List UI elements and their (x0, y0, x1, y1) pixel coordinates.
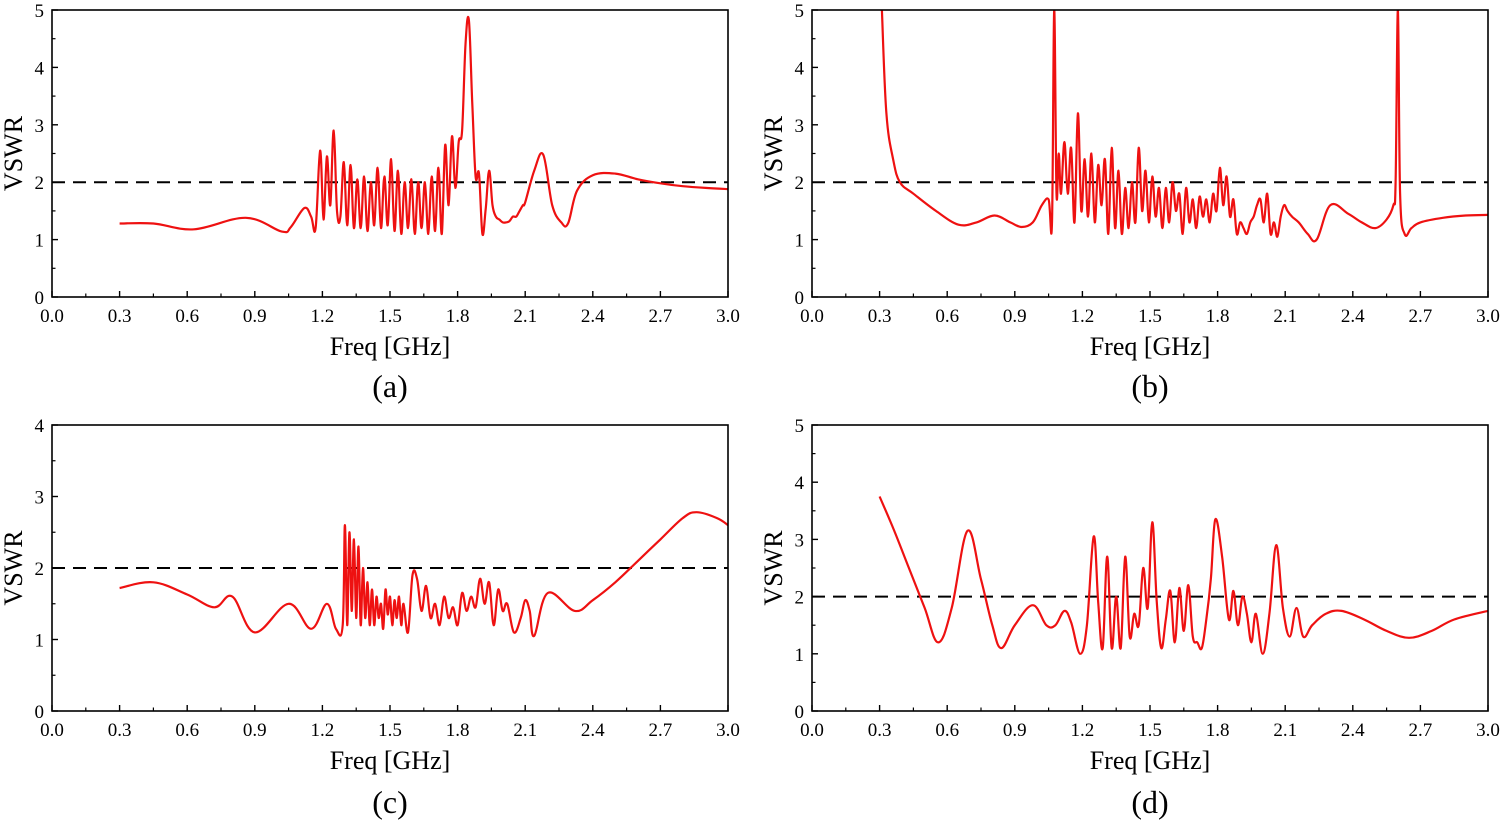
x-tick-label: 3.0 (1476, 720, 1500, 741)
x-tick-label: 0.0 (40, 306, 64, 327)
y-axis-title: VSWR (759, 115, 788, 191)
x-tick-label: 0.0 (800, 720, 824, 741)
x-axis-title: Freq [GHz] (1090, 746, 1211, 775)
x-tick-label: 0.6 (175, 720, 199, 741)
x-tick-label: 1.8 (1206, 720, 1230, 741)
panel-caption: (a) (372, 368, 408, 404)
x-tick-label: 1.5 (1138, 306, 1162, 327)
x-tick-label: 0.9 (243, 720, 267, 741)
y-tick-label: 5 (795, 1, 805, 22)
y-tick-label: 2 (35, 559, 45, 580)
panel-caption: (b) (1131, 368, 1168, 404)
y-tick-label: 4 (35, 58, 45, 79)
y-tick-label: 1 (795, 231, 805, 252)
y-tick-label: 3 (795, 116, 805, 137)
y-tick-label: 3 (35, 488, 45, 509)
x-tick-label: 1.2 (1071, 720, 1095, 741)
x-tick-label: 3.0 (1476, 306, 1500, 327)
vswr-series-line (119, 511, 728, 638)
vswr-series-line (878, 496, 1488, 655)
x-tick-label: 3.0 (716, 720, 740, 741)
x-tick-label: 2.1 (513, 720, 537, 741)
vswr-series-line (880, 10, 1488, 243)
x-tick-label: 0.6 (175, 306, 199, 327)
x-tick-label: 2.4 (581, 720, 605, 741)
panel-a: 0.0 0.3 0.6 0.9 1.2 1.5 1.8 2.1 2.4 2.7 3.0 0 1 2 3 4 5 F… (0, 1, 740, 404)
plot-frame (51, 9, 729, 298)
x-tick-label: 0.3 (108, 720, 132, 741)
y-tick-label: 5 (35, 1, 45, 22)
y-tick-label: 2 (35, 173, 45, 194)
x-tick-label: 2.4 (1341, 306, 1365, 327)
x-tick-label: 1.5 (378, 720, 402, 741)
y-tick-label: 0 (35, 702, 45, 723)
x-axis-title: Freq [GHz] (1090, 332, 1211, 361)
x-tick-label: 1.2 (1071, 306, 1095, 327)
x-tick-label: 2.7 (649, 306, 673, 327)
x-tick-label: 0.3 (868, 720, 892, 741)
y-tick-label: 2 (795, 173, 805, 194)
y-tick-label: 1 (795, 645, 805, 666)
x-tick-label: 0.6 (935, 306, 959, 327)
x-tick-label: 2.7 (649, 720, 673, 741)
y-tick-label: 3 (35, 116, 45, 137)
x-axis-title: Freq [GHz] (330, 746, 451, 775)
x-tick-label: 2.4 (581, 306, 605, 327)
x-tick-label: 0.3 (868, 306, 892, 327)
x-axis-title: Freq [GHz] (330, 332, 451, 361)
x-tick-label: 0.0 (800, 306, 824, 327)
y-tick-label: 4 (795, 473, 805, 494)
panel-b: 0.0 0.3 0.6 0.9 1.2 1.5 1.8 2.1 2.4 2.7 3.0 0 1 2 3 4 5 F… (759, 1, 1500, 404)
y-tick-label: 1 (35, 631, 45, 652)
x-tick-label: 2.1 (1273, 720, 1297, 741)
y-tick-label: 0 (35, 288, 45, 309)
x-tick-label: 0.9 (243, 306, 267, 327)
y-tick-label: 4 (795, 58, 805, 79)
x-tick-label: 0.6 (935, 720, 959, 741)
panel-caption: (d) (1131, 784, 1168, 820)
x-tick-label: 0.9 (1003, 720, 1027, 741)
y-tick-label: 1 (35, 231, 45, 252)
x-tick-label: 2.7 (1409, 306, 1433, 327)
y-axis-title: VSWR (0, 530, 28, 606)
x-tick-label: 1.2 (311, 720, 335, 741)
x-tick-label: 1.8 (446, 720, 470, 741)
x-tick-label: 1.5 (1138, 720, 1162, 741)
x-tick-label: 2.1 (513, 306, 537, 327)
y-tick-label: 3 (795, 530, 805, 551)
y-axis-title: VSWR (759, 530, 788, 606)
x-tick-label: 1.8 (1206, 306, 1230, 327)
x-tick-label: 2.1 (1273, 306, 1297, 327)
panel-d: 0.0 0.3 0.6 0.9 1.2 1.5 1.8 2.1 2.4 2.7 3.0 0 1 2 3 4 5 F… (759, 416, 1500, 820)
x-tick-label: 3.0 (716, 306, 740, 327)
y-tick-label: 5 (795, 416, 805, 437)
vswr-series-line (119, 15, 728, 237)
y-tick-label: 0 (795, 288, 805, 309)
x-tick-label: 0.0 (40, 720, 64, 741)
plot-frame (811, 9, 1489, 298)
x-tick-label: 1.8 (446, 306, 470, 327)
panel-caption: (c) (372, 784, 408, 820)
x-tick-label: 1.5 (378, 306, 402, 327)
y-tick-label: 2 (795, 588, 805, 609)
x-tick-label: 2.4 (1341, 720, 1365, 741)
y-tick-label: 4 (35, 416, 45, 437)
x-tick-label: 2.7 (1409, 720, 1433, 741)
panel-c: 0.0 0.3 0.6 0.9 1.2 1.5 1.8 2.1 2.4 2.7 3.0 0 1 2 3 4 Fr… (0, 416, 740, 820)
y-axis-title: VSWR (0, 115, 28, 191)
y-tick-label: 0 (795, 702, 805, 723)
x-tick-label: 0.3 (108, 306, 132, 327)
x-tick-label: 1.2 (311, 306, 335, 327)
x-tick-label: 0.9 (1003, 306, 1027, 327)
